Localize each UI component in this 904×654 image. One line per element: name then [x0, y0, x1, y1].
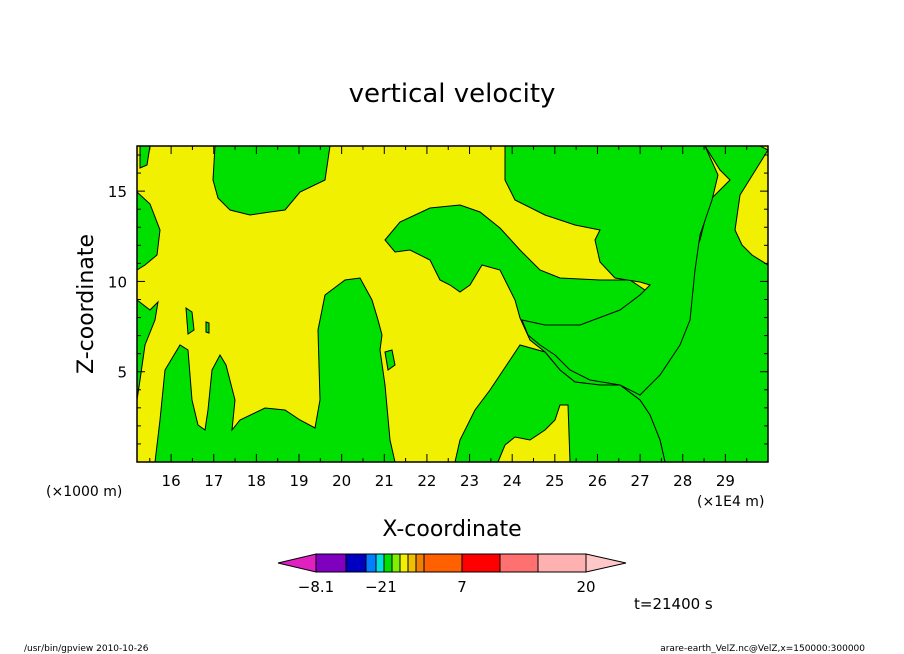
green-region-center	[384, 145, 769, 463]
y-axis: 5 10 15	[108, 154, 768, 445]
y-axis-title: Z-coordinate	[74, 234, 99, 374]
x-tick-label: 25	[545, 472, 564, 490]
green-region-fleck-2	[205, 321, 210, 334]
footer-left: /usr/bin/gpview 2010-10-26	[24, 644, 149, 654]
colorbar-swatch	[399, 553, 409, 573]
colorbar: −8.1 −2 1 7 20	[277, 553, 627, 596]
x-unit-label: (×1E4 m)	[697, 494, 764, 510]
colorbar-swatch	[383, 553, 393, 573]
chart-title: vertical velocity	[349, 79, 556, 109]
x-tick-label: 20	[332, 472, 351, 490]
x-axis: 16 17 18 19 20 21 22 23 24 25 26 27 28 29	[149, 146, 748, 490]
colorbar-label: 7	[457, 578, 467, 596]
colorbar-label: 1	[387, 578, 397, 596]
x-axis-title: X-coordinate	[382, 517, 521, 542]
colorbar-label: −8.1	[298, 578, 334, 596]
x-tick-label: 23	[460, 472, 479, 490]
plot-frame	[136, 145, 769, 463]
colorbar-label: −2	[365, 578, 387, 596]
colorbar-arrow-low	[277, 553, 317, 573]
colorbar-swatch	[345, 553, 367, 573]
x-tick-label: 18	[247, 472, 266, 490]
x-tick-label: 26	[588, 472, 607, 490]
y-unit-label: (×1000 m)	[46, 484, 122, 500]
green-region-bottom-center	[454, 344, 666, 463]
x-tick-label: 28	[673, 472, 692, 490]
colorbar-swatch	[537, 553, 587, 573]
time-label: t=21400 s	[634, 595, 713, 613]
colorbar-swatch	[391, 553, 401, 573]
x-tick-label: 27	[631, 472, 650, 490]
y-tick-label: 15	[108, 183, 127, 201]
x-tick-label: 16	[162, 472, 181, 490]
colorbar-swatch	[499, 553, 539, 573]
x-tick-label: 24	[503, 472, 522, 490]
x-tick-label: 19	[289, 472, 308, 490]
green-region-fleck-3	[384, 349, 396, 371]
colorbar-swatch	[407, 553, 417, 573]
colorbar-label: 20	[576, 578, 595, 596]
colorbar-swatch	[375, 553, 385, 573]
colorbar-swatch	[415, 553, 425, 573]
y-tick-label: 5	[117, 364, 127, 382]
x-tick-label: 21	[375, 472, 394, 490]
x-tick-label: 22	[417, 472, 436, 490]
green-region-top-band	[212, 145, 331, 216]
footer-right: arare-earth_VelZ.nc@VelZ,x=150000:300000	[660, 644, 865, 654]
colorbar-swatch	[365, 553, 377, 573]
colorbar-swatch	[315, 553, 347, 573]
plot-area	[136, 145, 769, 463]
x-tick-label: 29	[716, 472, 735, 490]
y-tick-label: 10	[108, 273, 127, 291]
colorbar-arrow-high	[585, 553, 627, 573]
colorbar-swatch	[461, 553, 501, 573]
x-tick-label: 17	[204, 472, 223, 490]
green-region-fleck-1	[185, 307, 195, 335]
green-region-right-band	[504, 145, 719, 396]
colorbar-swatch	[423, 553, 463, 573]
green-regions	[136, 145, 769, 463]
